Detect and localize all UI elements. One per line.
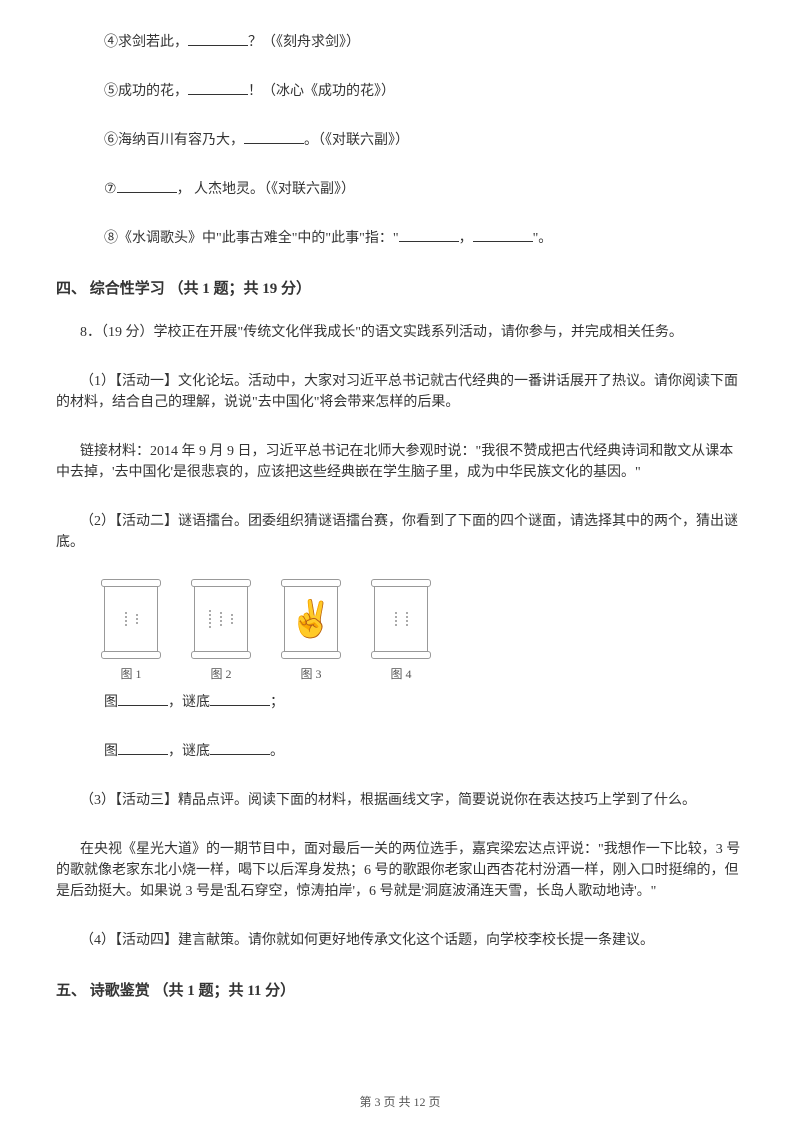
q8-mid: ， <box>459 231 473 246</box>
q7-prefix: ⑦ <box>104 182 117 197</box>
caption-4: 图 4 <box>374 665 428 682</box>
page-footer: 第 3 页 共 12 页 <box>0 1093 800 1110</box>
label: 图 <box>104 744 118 759</box>
label: 图 <box>104 695 118 710</box>
activity-3-body: 在央视《星光大道》的一期节目中，面对最后一关的两位选手，嘉宾梁宏达点评说："我想… <box>56 839 744 902</box>
hand-icon: ✌ <box>289 601 334 637</box>
q8-suffix: "。 <box>533 231 553 246</box>
scroll-4: 图 4 <box>374 581 428 682</box>
blank[interactable] <box>210 692 270 706</box>
blank[interactable] <box>399 228 459 242</box>
blank[interactable] <box>210 741 270 755</box>
q6-prefix: ⑥海纳百川有容乃大， <box>104 133 244 148</box>
blank[interactable] <box>188 81 248 95</box>
scroll-1: 图 1 <box>104 581 158 682</box>
scroll-icon <box>194 581 248 657</box>
scroll-icon: ✌ <box>284 581 338 657</box>
activity-2: （2）【活动二】谜语擂台。团委组织猜谜语擂台赛，你看到了下面的四个谜面，请选择其… <box>56 511 744 553</box>
scroll-icon <box>104 581 158 657</box>
section-5-title: 五、 诗歌鉴赏 （共 1 题；共 11 分） <box>56 979 744 1000</box>
question-6: ⑥海纳百川有容乃大， 。（《对联六副》） <box>56 130 744 151</box>
q5-suffix: ！（冰心《成功的花》） <box>248 84 395 99</box>
blank[interactable] <box>473 228 533 242</box>
blank[interactable] <box>118 741 168 755</box>
q4-prefix: ④求剑若此， <box>104 35 188 50</box>
label: ，谜底 <box>168 744 210 759</box>
caption-1: 图 1 <box>104 665 158 682</box>
q7-suffix: ， 人杰地灵。（《对联六副》） <box>177 182 356 197</box>
blank[interactable] <box>244 130 304 144</box>
question-4: ④求剑若此， ？（《刻舟求剑》） <box>56 32 744 53</box>
caption-3: 图 3 <box>284 665 338 682</box>
q8-prefix: ⑧《水调歌头》中"此事古难全"中的"此事"指：" <box>104 231 399 246</box>
question-7: ⑦ ， 人杰地灵。（《对联六副》） <box>56 179 744 200</box>
blank[interactable] <box>188 32 248 46</box>
scroll-2: 图 2 <box>194 581 248 682</box>
label: ，谜底 <box>168 695 210 710</box>
link-material: 链接材料：2014 年 9 月 9 日，习近平总书记在北师大参观时说："我很不赞… <box>56 441 744 483</box>
scroll-icon <box>374 581 428 657</box>
q6-suffix: 。（《对联六副》） <box>304 133 409 148</box>
section-4-title: 四、 综合性学习 （共 1 题；共 19 分） <box>56 277 744 298</box>
activity-1: （1）【活动一】文化论坛。活动中，大家对习近平总书记就古代经典的一番讲话展开了热… <box>56 371 744 413</box>
q4-suffix: ？（《刻舟求剑》） <box>248 35 360 50</box>
caption-2: 图 2 <box>194 665 248 682</box>
answer-line-2: 图 ，谜底 。 <box>56 741 744 762</box>
label: ； <box>270 695 284 710</box>
blank[interactable] <box>117 179 177 193</box>
activity-3: （3）【活动三】精品点评。阅读下面的材料，根据画线文字，简要说说你在表达技巧上学… <box>56 790 744 811</box>
blank[interactable] <box>118 692 168 706</box>
q8-intro: 8．（19 分）学校正在开展"传统文化伴我成长"的语文实践系列活动，请你参与，并… <box>56 322 744 343</box>
q5-prefix: ⑤成功的花， <box>104 84 188 99</box>
question-5: ⑤成功的花， ！（冰心《成功的花》） <box>56 81 744 102</box>
label: 。 <box>270 744 284 759</box>
scroll-3: ✌ 图 3 <box>284 581 338 682</box>
question-8: ⑧《水调歌头》中"此事古难全"中的"此事"指：" ， "。 <box>56 228 744 249</box>
answer-line-1: 图 ，谜底 ； <box>56 692 744 713</box>
activity-4: （4）【活动四】建言献策。请你就如何更好地传承文化这个话题，向学校李校长提一条建… <box>56 930 744 951</box>
riddle-images: 图 1 图 2 ✌ 图 3 图 4 <box>56 581 744 682</box>
